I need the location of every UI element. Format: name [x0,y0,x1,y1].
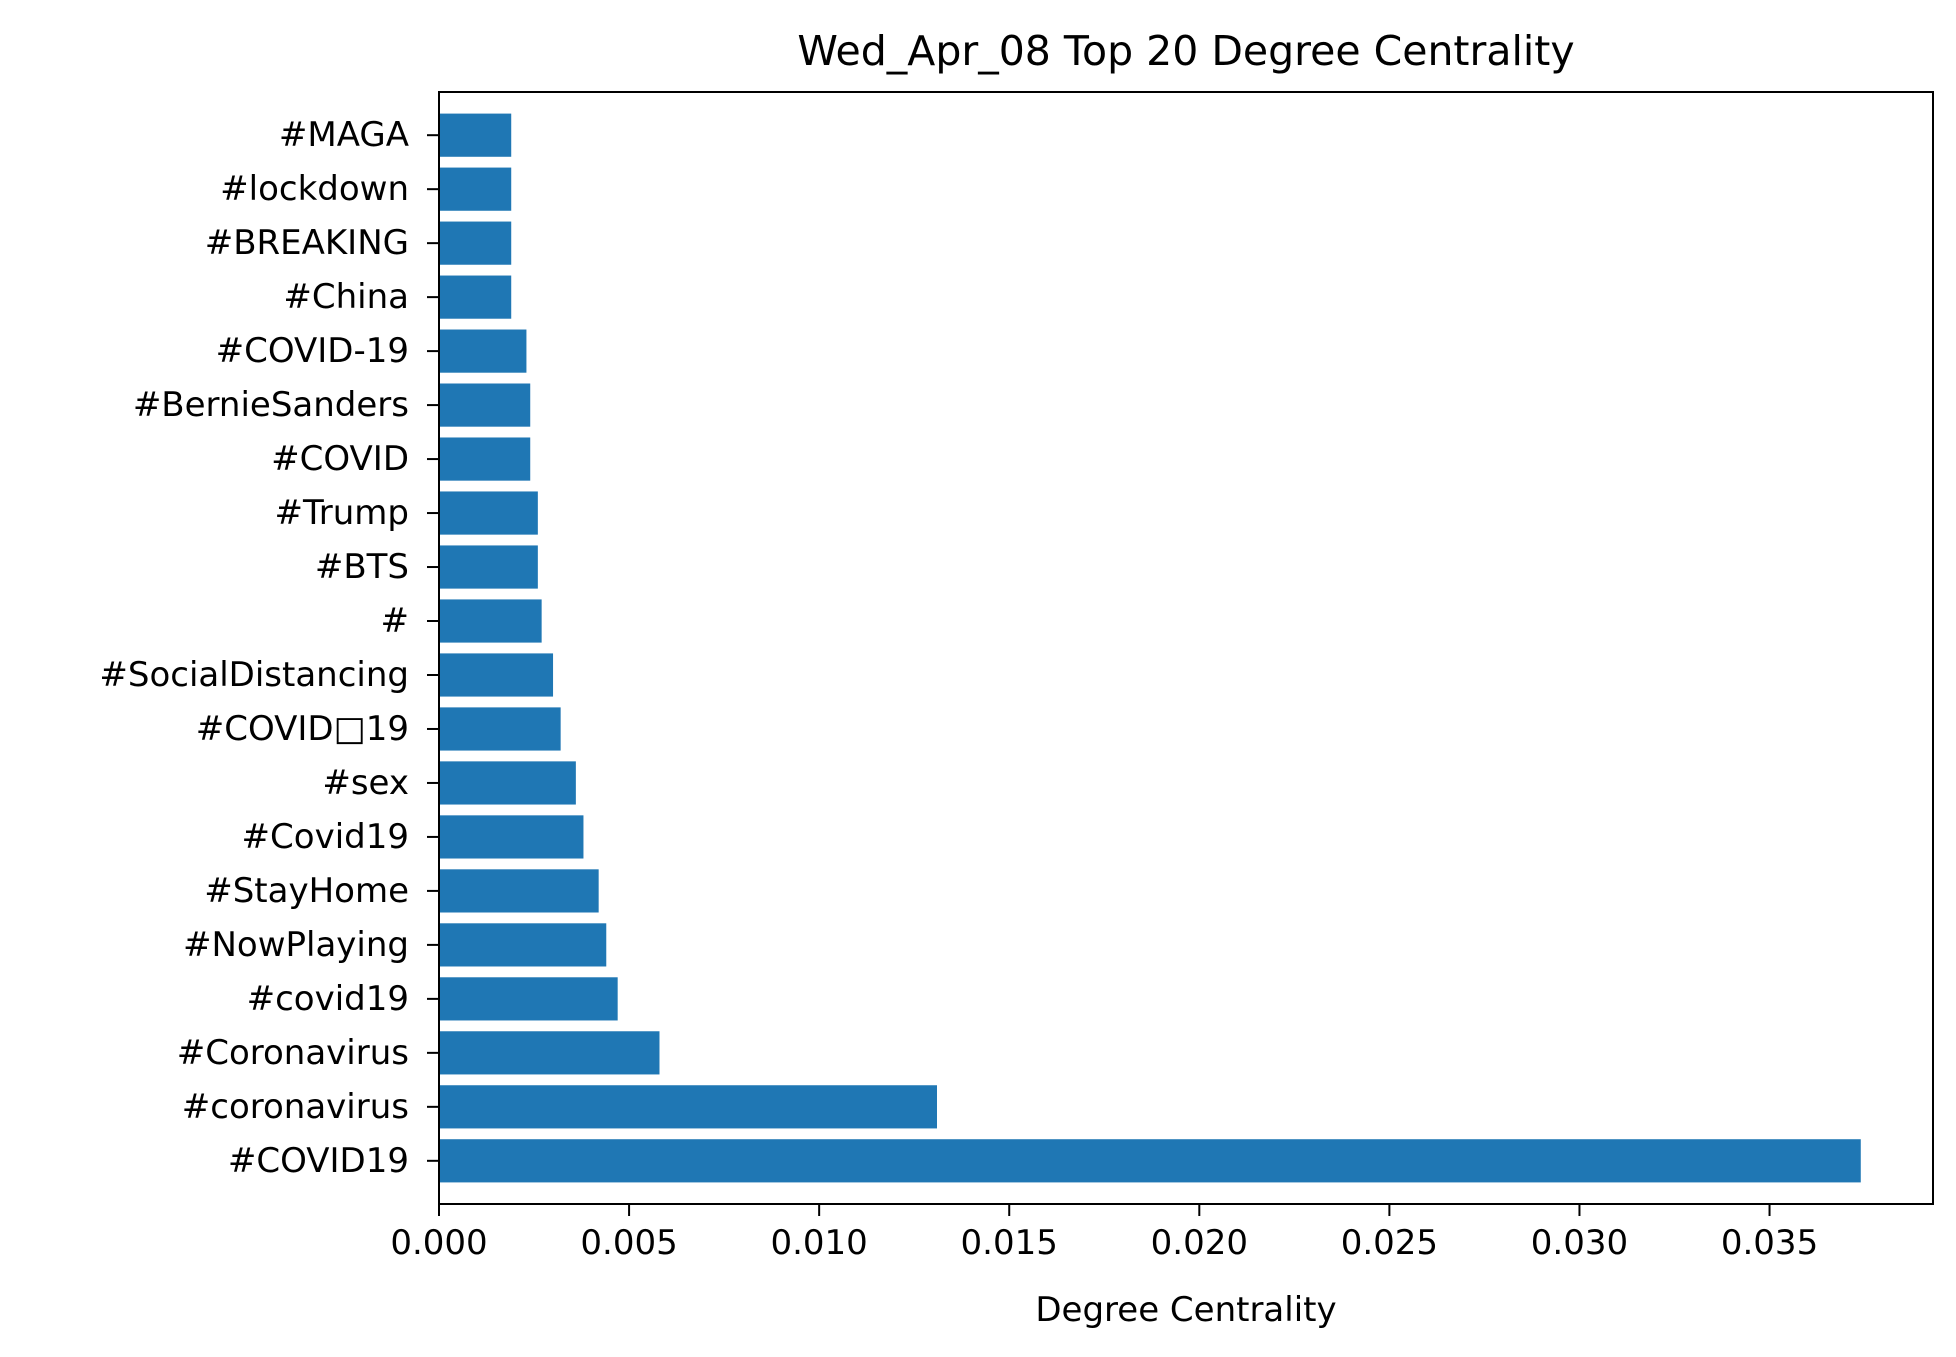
x-axis-label: Degree Centrality [1035,1290,1336,1330]
y-tick-label: #Trump [275,493,410,533]
bar [439,1031,660,1075]
y-tick-label: #SocialDistancing [99,655,409,695]
bar [439,275,512,319]
y-tick-label: #coronavirus [182,1087,409,1127]
y-tick-label: #COVID□19 [196,709,409,749]
bar [439,707,561,751]
y-tick-label: #COVID [271,439,409,479]
x-tick-label: 0.025 [1341,1223,1438,1263]
bar [439,869,599,913]
bar [439,1085,937,1129]
bar [439,383,531,427]
y-tick-label: # [381,601,410,641]
x-tick-label: 0.030 [1531,1223,1628,1263]
x-tick-label: 0.010 [770,1223,867,1263]
y-tick-label: #BREAKING [205,223,409,263]
y-tick-label: #MAGA [279,115,409,155]
y-tick-label: #NowPlaying [183,925,409,965]
y-tick-label: #BTS [315,547,409,587]
y-tick-label: #StayHome [204,871,409,911]
bar [439,545,538,589]
y-tick-label: #Covid19 [242,817,409,857]
y-tick-label: #COVID-19 [216,331,409,371]
y-tick-label: #lockdown [220,169,409,209]
x-tick-label: 0.005 [580,1223,677,1263]
x-tick-label: 0.020 [1151,1223,1248,1263]
bar [439,437,531,481]
y-tick-label: #BernieSanders [133,385,409,425]
plot-frame [438,91,1934,1205]
chart-title: Wed_Apr_08 Top 20 Degree Centrality [797,27,1574,75]
bar [439,491,538,535]
bar [439,599,542,643]
bar [439,221,512,265]
y-tick-label: #covid19 [247,979,409,1019]
bar [439,761,576,805]
bar [439,815,584,859]
y-tick-label: #COVID19 [228,1141,409,1181]
bar [439,167,512,211]
x-axis-ticks: 0.000 0.005 0.010 0.015 0.020 0.025 0.030 0.035 [390,1204,1818,1263]
x-tick-label: 0.000 [390,1223,487,1263]
x-tick-label: 0.015 [961,1223,1058,1263]
bar [439,977,618,1021]
y-tick-label: #China [283,277,409,317]
y-axis-ticks: #COVID19 #coronavirus #Coronavirus #covid19… [99,115,439,1181]
bar [439,1139,1861,1183]
bar [439,653,554,697]
bars-group [439,113,1861,1183]
bar [439,329,527,373]
bar [439,113,512,157]
y-tick-label: #Coronavirus [177,1033,409,1073]
y-tick-label: #sex [322,763,409,803]
x-tick-label: 0.035 [1721,1223,1818,1263]
bar [439,923,607,967]
